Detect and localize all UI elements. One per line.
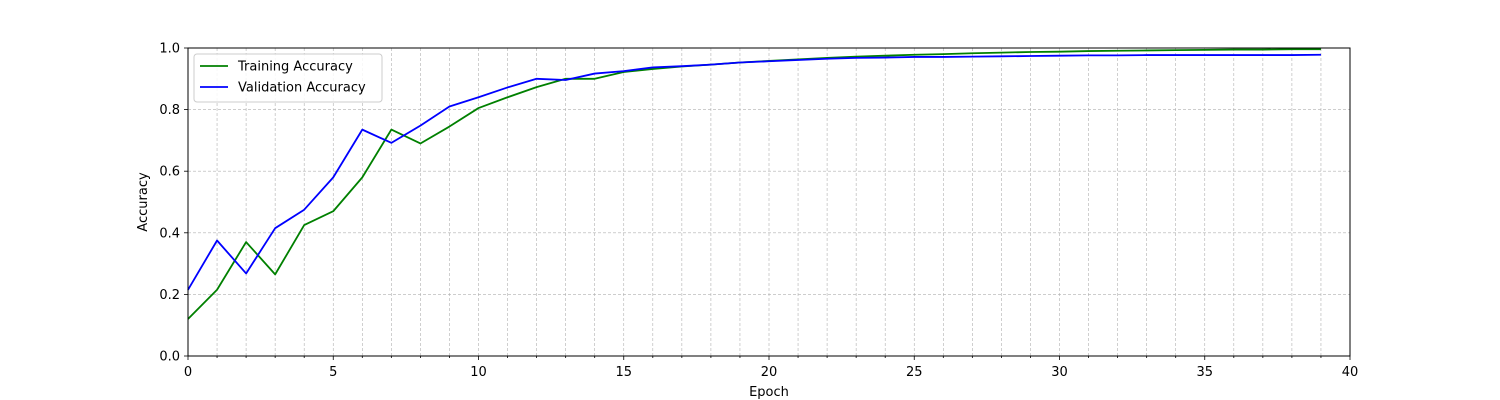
- y-tick-label: 0.8: [159, 103, 180, 118]
- x-tick-label: 0: [184, 365, 192, 380]
- x-tick-label: 20: [761, 365, 778, 380]
- y-tick-label: 0.4: [159, 226, 180, 241]
- y-tick-label: 1.0: [159, 42, 180, 57]
- ticks-layer: 0.0 0.2 0.4 0.6 0.8 1.0 0 5 10 15 20 25 30 35 40: [159, 42, 1358, 381]
- grid-layer: [187, 47, 1351, 357]
- y-axis-title: Accuracy: [136, 172, 151, 232]
- x-tick-label: 10: [470, 365, 487, 380]
- series-layer: [187, 48, 1321, 320]
- x-tick-label: 25: [906, 365, 923, 380]
- y-tick-label: 0.6: [159, 165, 180, 180]
- x-axis-title: Epoch: [749, 385, 789, 400]
- y-tick-label: 0.2: [159, 288, 180, 303]
- x-tick-label: 30: [1051, 365, 1068, 380]
- x-tick-label: 35: [1196, 365, 1213, 380]
- legend-label: Training Accuracy: [237, 60, 353, 75]
- x-tick-label: 15: [615, 365, 632, 380]
- series-line-validation-accuracy: [187, 53, 1321, 291]
- y-tick-label: 0.0: [159, 350, 180, 365]
- x-tick-label: 40: [1342, 365, 1359, 380]
- x-tick-label: 5: [329, 365, 337, 380]
- legend-label: Validation Accuracy: [238, 81, 366, 96]
- legend-box: [193, 53, 383, 103]
- legend: Training Accuracy Validation Accuracy: [193, 53, 383, 103]
